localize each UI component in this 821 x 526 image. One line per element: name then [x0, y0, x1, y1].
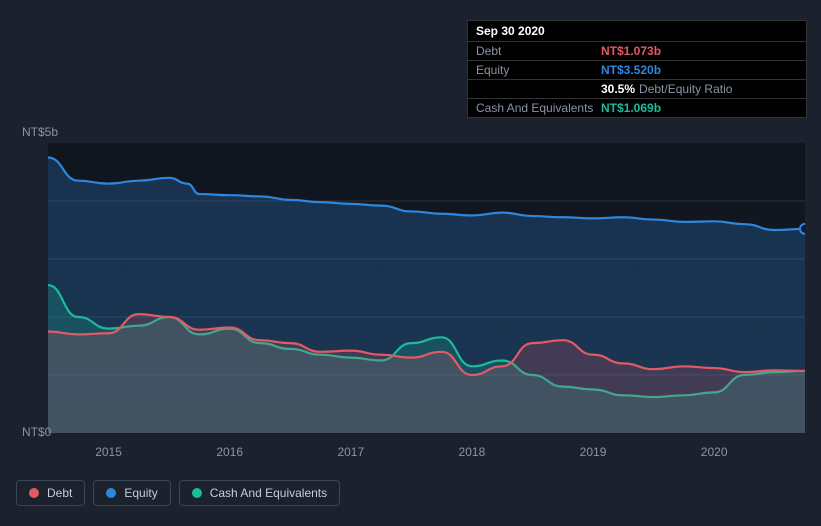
tooltip-row-value: NT$1.069b — [601, 101, 661, 115]
tooltip-date: Sep 30 2020 — [468, 21, 806, 42]
tooltip-row-label: Equity — [476, 63, 601, 77]
y-axis-min-label: NT$0 — [22, 425, 51, 439]
y-axis-max-label: NT$5b — [22, 125, 58, 139]
x-tick-label: 2016 — [216, 445, 243, 459]
legend-item[interactable]: Equity — [93, 480, 170, 506]
legend-item-label: Equity — [124, 486, 157, 500]
legend-item-label: Debt — [47, 486, 72, 500]
x-axis: 2015 2016 2017 2018 2019 2020 — [48, 445, 805, 465]
x-tick-label: 2019 — [580, 445, 607, 459]
legend-dot-icon — [192, 488, 202, 498]
chart-tooltip: Sep 30 2020 DebtNT$1.073bEquityNT$3.520b… — [467, 20, 807, 118]
legend-dot-icon — [106, 488, 116, 498]
legend-dot-icon — [29, 488, 39, 498]
legend-item-label: Cash And Equivalents — [210, 486, 327, 500]
legend-item[interactable]: Cash And Equivalents — [179, 480, 340, 506]
tooltip-row: DebtNT$1.073b — [468, 42, 806, 61]
x-tick-label: 2018 — [459, 445, 486, 459]
tooltip-row-label — [476, 82, 601, 96]
tooltip-row-value: NT$1.073b — [601, 44, 661, 58]
tooltip-row-label: Debt — [476, 44, 601, 58]
tooltip-row-label: Cash And Equivalents — [476, 101, 601, 115]
tooltip-row-extra: Debt/Equity Ratio — [639, 82, 732, 96]
chart-legend: Debt Equity Cash And Equivalents — [16, 480, 340, 506]
tooltip-row-value: NT$3.520b — [601, 63, 661, 77]
chart-plot-area — [48, 143, 805, 433]
tooltip-row: 30.5% Debt/Equity Ratio — [468, 80, 806, 99]
tooltip-row: EquityNT$3.520b — [468, 61, 806, 80]
x-tick-label: 2015 — [95, 445, 122, 459]
legend-item[interactable]: Debt — [16, 480, 85, 506]
tooltip-row: Cash And EquivalentsNT$1.069b — [468, 99, 806, 117]
tooltip-row-value: 30.5% — [601, 82, 635, 96]
x-tick-label: 2020 — [701, 445, 728, 459]
x-tick-label: 2017 — [337, 445, 364, 459]
